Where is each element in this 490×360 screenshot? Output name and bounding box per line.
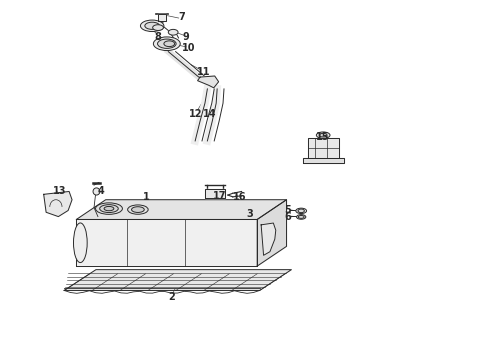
Ellipse shape xyxy=(153,37,180,50)
Text: 11: 11 xyxy=(196,67,210,77)
Text: 10: 10 xyxy=(182,44,196,53)
Text: 15: 15 xyxy=(317,132,330,142)
Polygon shape xyxy=(257,200,287,266)
Ellipse shape xyxy=(296,208,307,213)
Ellipse shape xyxy=(104,206,114,211)
Ellipse shape xyxy=(168,30,178,35)
Ellipse shape xyxy=(93,188,100,195)
Polygon shape xyxy=(197,76,219,88)
Text: 4: 4 xyxy=(98,186,104,196)
Text: 16: 16 xyxy=(233,192,247,202)
Ellipse shape xyxy=(74,223,87,262)
Text: 2: 2 xyxy=(169,292,175,302)
Ellipse shape xyxy=(158,39,176,48)
Ellipse shape xyxy=(141,20,164,32)
Text: 17: 17 xyxy=(213,191,226,201)
Text: 14: 14 xyxy=(203,109,217,119)
Ellipse shape xyxy=(131,207,144,212)
Polygon shape xyxy=(44,192,72,217)
Ellipse shape xyxy=(317,132,330,138)
Ellipse shape xyxy=(298,209,304,213)
Polygon shape xyxy=(64,270,292,291)
Polygon shape xyxy=(308,138,339,158)
Text: 5: 5 xyxy=(284,206,291,216)
Ellipse shape xyxy=(96,203,122,214)
Ellipse shape xyxy=(99,204,118,212)
Polygon shape xyxy=(76,220,257,266)
Ellipse shape xyxy=(298,216,304,219)
Text: 9: 9 xyxy=(183,32,190,42)
Text: 13: 13 xyxy=(52,186,66,196)
Text: 1: 1 xyxy=(143,192,149,202)
Ellipse shape xyxy=(153,25,163,31)
Ellipse shape xyxy=(319,134,327,137)
Polygon shape xyxy=(261,223,276,255)
Polygon shape xyxy=(76,200,287,220)
Text: 7: 7 xyxy=(178,12,185,22)
Ellipse shape xyxy=(145,22,159,30)
Polygon shape xyxy=(205,189,225,198)
Polygon shape xyxy=(158,14,166,22)
Text: 6: 6 xyxy=(284,212,291,222)
Text: 8: 8 xyxy=(154,32,162,41)
Ellipse shape xyxy=(127,205,148,214)
Text: 3: 3 xyxy=(246,209,253,219)
Text: 12: 12 xyxy=(190,109,203,119)
Polygon shape xyxy=(303,158,344,163)
Ellipse shape xyxy=(296,215,306,219)
Ellipse shape xyxy=(164,41,174,46)
